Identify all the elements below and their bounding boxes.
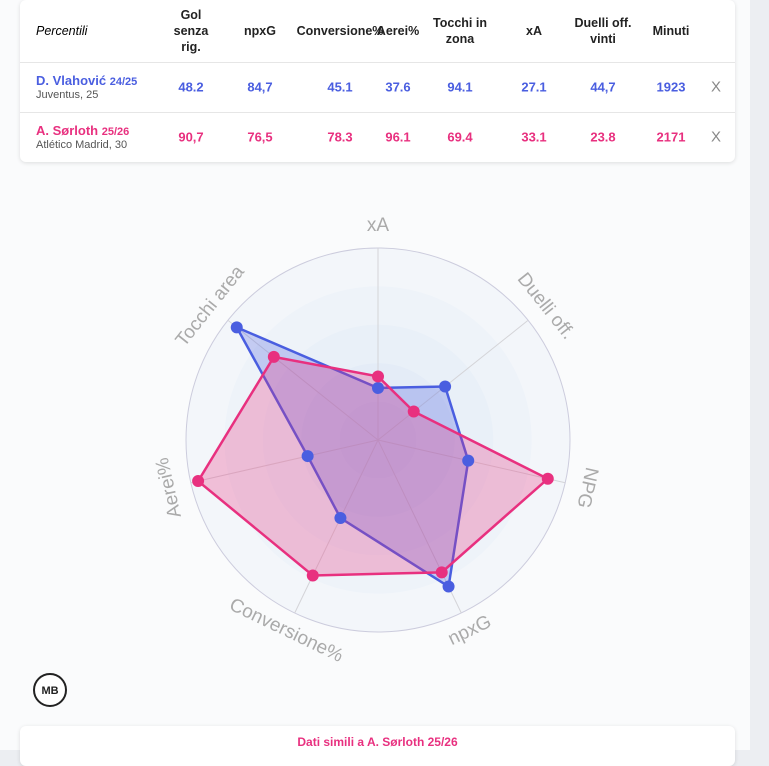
header-label: Duelli off. vinti xyxy=(574,16,632,46)
logo-ring xyxy=(33,673,67,707)
axis-label: xA xyxy=(367,215,390,236)
similar-card: Dati simili a A. Sørloth 25/26 xyxy=(20,726,735,766)
data-point xyxy=(301,450,314,463)
row-divider xyxy=(20,62,735,63)
logo-text: MB xyxy=(41,685,58,697)
data-point xyxy=(442,580,455,593)
stat-value: 69.4 xyxy=(447,129,473,145)
axis-label: Aerei% xyxy=(152,455,186,519)
data-point xyxy=(541,472,554,485)
stat-value: 45.1 xyxy=(327,79,353,95)
data-point xyxy=(267,350,280,363)
header-label: npxG xyxy=(244,24,276,38)
stat-value: 94.1 xyxy=(447,79,473,95)
series-area xyxy=(196,355,550,577)
stat-value: 33.1 xyxy=(521,129,547,145)
page: Percentili Gol senza rig. npxG Conversione%… xyxy=(0,0,750,766)
stat-value: 37.6 xyxy=(385,79,411,95)
player-team: Atlético Madrid, 30 xyxy=(36,139,128,151)
comparison-table: Percentili Gol senza rig. npxG Conversione%… xyxy=(20,0,735,162)
spoke xyxy=(294,439,379,614)
header-label: Percentili xyxy=(36,24,88,38)
stat-value: 96.1 xyxy=(385,129,411,145)
data-point xyxy=(372,370,384,383)
stat-value: 27.1 xyxy=(521,79,547,95)
stat-value: 78.3 xyxy=(327,129,353,145)
data-point xyxy=(230,321,243,334)
header-label: Conversione% xyxy=(296,24,384,38)
stat-value: 2171 xyxy=(656,129,686,145)
spoke xyxy=(377,319,529,441)
stat-value: 1923 xyxy=(656,79,686,95)
row-divider xyxy=(20,112,735,113)
player-team: Juventus, 25 xyxy=(36,89,99,101)
stat-value: 48.2 xyxy=(178,79,204,95)
season: 24/25 xyxy=(109,76,138,88)
axis-label: NPG xyxy=(572,465,602,510)
data-point xyxy=(407,405,420,418)
remove-button[interactable]: X xyxy=(710,128,722,146)
stat-value: 44,7 xyxy=(590,79,616,95)
header-label: Gol senza rig. xyxy=(173,8,209,54)
player-name: A. Sørloth 25/26 xyxy=(36,123,130,138)
data-point xyxy=(334,512,347,525)
spoke xyxy=(227,319,379,441)
remove-button[interactable]: X xyxy=(710,78,722,96)
logo: MB xyxy=(33,673,67,707)
similar-title: Dati simili a A. Sørloth 25/26 xyxy=(297,735,458,749)
stat-value: 23.8 xyxy=(590,129,616,145)
player-name: D. Vlahović 24/25 xyxy=(36,73,138,88)
header-label: Aerei% xyxy=(376,24,420,38)
season: 25/26 xyxy=(101,126,130,138)
stat-value: 84,7 xyxy=(247,79,273,95)
stat-value: 76,5 xyxy=(247,129,273,145)
header-label: Tocchi in zona xyxy=(433,16,487,46)
data-point xyxy=(439,380,452,393)
data-point xyxy=(435,566,448,579)
stat-value: 90,7 xyxy=(178,129,204,145)
header-label: xA xyxy=(526,24,542,38)
data-point xyxy=(372,381,384,394)
spoke xyxy=(190,439,379,484)
data-point xyxy=(306,569,319,582)
data-point xyxy=(192,475,205,488)
data-point xyxy=(462,454,475,467)
series-area xyxy=(233,324,470,589)
header-label: Minuti xyxy=(652,24,690,38)
